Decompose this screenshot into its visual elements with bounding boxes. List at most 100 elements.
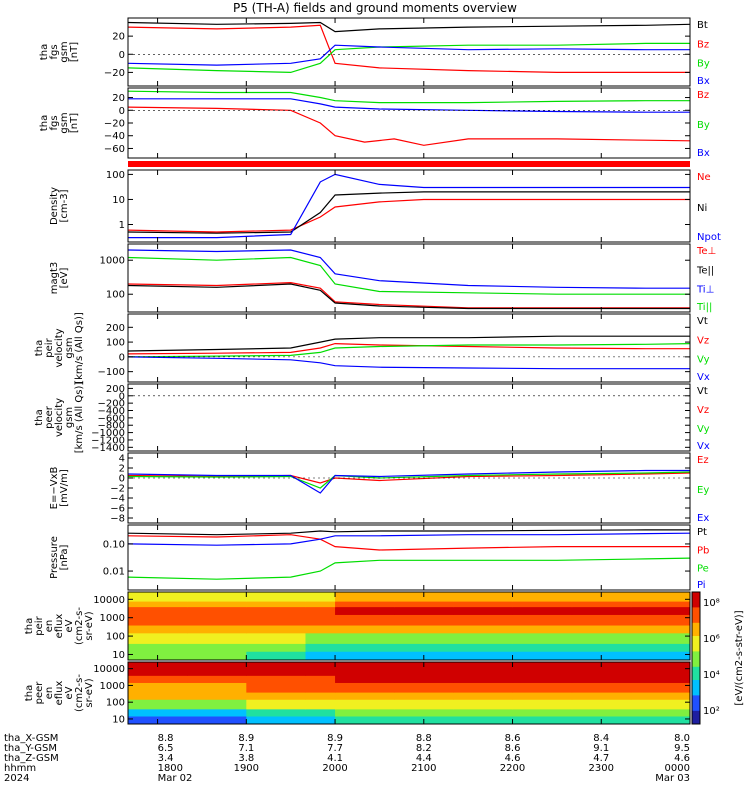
heatmap-cell <box>571 708 632 717</box>
heatmap-cell <box>453 651 514 661</box>
heatmap-cell <box>305 625 336 634</box>
heatmap-cell <box>453 606 514 615</box>
heatmap-cell <box>305 651 336 661</box>
heatmap-cell <box>512 601 573 608</box>
y-tick-label: 20 <box>112 93 125 104</box>
colorbar-tick-label: 10⁴ <box>703 670 720 681</box>
y-axis-label: thapeervelocitygsm[km/s (All Qs)] <box>34 382 85 454</box>
y-tick-label: 10 <box>112 650 125 661</box>
heatmap-cell <box>335 625 395 634</box>
y-tick-label: 100 <box>106 170 125 181</box>
heatmap-cell <box>305 682 336 693</box>
legend-Ti⊥: Ti⊥ <box>696 285 714 296</box>
legend-Vt: Vt <box>697 316 708 327</box>
ephemeris-value: 4.6 <box>505 753 521 764</box>
series-Te⊥ <box>127 281 690 309</box>
y-tick-label: −600 <box>98 413 125 424</box>
colorbar-cell <box>692 715 700 718</box>
heatmap-cell <box>453 708 514 717</box>
ephemeris-value: 8.9 <box>238 733 254 744</box>
heatmap-cell <box>512 625 573 634</box>
heatmap-cell <box>630 643 691 652</box>
heatmap-cell <box>187 670 247 676</box>
heatmap-cell <box>394 699 454 710</box>
heatmap-cell <box>128 708 188 717</box>
heatmap-cell <box>128 643 188 652</box>
colorbar-cell <box>692 666 700 670</box>
colorbar-cell <box>692 710 700 714</box>
quality-strip <box>128 161 690 167</box>
heatmap-cell <box>394 675 454 683</box>
ephemeris-value: 4.6 <box>674 753 690 764</box>
heatmap-cell <box>394 601 454 608</box>
ephemeris-value: 8.2 <box>416 743 432 754</box>
y-axis-label: magt3[eV] <box>49 262 70 295</box>
heatmap-cell <box>571 614 632 626</box>
y-tick-label: 1000 <box>100 256 125 267</box>
colorbar-cell <box>692 660 700 663</box>
panel-frame <box>127 17 691 87</box>
colorbar-cell <box>692 629 700 633</box>
legend-Ey: Ey <box>697 485 709 496</box>
panel-peir_vel: 200 100 0 −100 Vt Vz Vy Vx thapeirvelocitygsm[km… <box>34 312 710 384</box>
y-axis-label: Pressure[nPa] <box>49 536 70 579</box>
ephemeris-value: 9.5 <box>674 743 690 754</box>
series-Bt <box>127 21 691 33</box>
panel-frame <box>127 661 691 725</box>
heatmap-cell <box>305 643 336 652</box>
colorbar-cell <box>692 680 700 683</box>
heatmap-cell <box>187 682 247 693</box>
legend-Ne: Ne <box>697 172 711 183</box>
y-tick-label: 10 <box>112 195 125 206</box>
colorbar-cell <box>692 600 700 604</box>
heatmap-cell <box>335 592 395 602</box>
heatmap-cell <box>246 692 306 700</box>
legend-Vt: Vt <box>697 386 708 397</box>
colorbar-cell <box>692 596 700 600</box>
panel-frame <box>127 452 691 524</box>
heatmap-cell <box>512 651 573 661</box>
y-tick-label: −800 <box>98 421 125 432</box>
series-Pt <box>127 529 690 536</box>
heatmap-cell <box>453 614 514 626</box>
heatmap-cell <box>335 670 395 676</box>
colorbar-cell <box>692 633 700 637</box>
heatmap-cell <box>512 692 573 700</box>
y-axis-label: thapeirenefluxeV(cm2-s-sr-eV) <box>24 607 95 645</box>
colorbar-cell <box>692 642 700 646</box>
colorbar-cell <box>692 636 700 639</box>
legend-Ez: Ez <box>697 455 709 466</box>
colorbar-cell <box>692 704 700 707</box>
ephemeris-value: 2100 <box>411 763 436 774</box>
ephemeris-value: 8.6 <box>505 743 521 754</box>
y-tick-label: −20 <box>104 68 125 79</box>
y-tick-label: 200 <box>106 323 125 334</box>
ephemeris-value: 2200 <box>500 763 525 774</box>
series-Ti⊥ <box>127 249 690 289</box>
heatmap-cell <box>246 625 306 634</box>
heatmap-cell <box>394 632 454 644</box>
legend-Te⊥: Te⊥ <box>696 246 716 257</box>
ephemeris-value: 4.1 <box>327 753 343 764</box>
heatmap-cell <box>305 708 336 717</box>
heatmap-cell <box>246 708 306 717</box>
y-tick-label: 1000 <box>100 681 125 692</box>
y-tick-label: 100 <box>106 290 125 301</box>
heatmap-cell <box>335 708 395 717</box>
colorbar-cell <box>692 644 700 648</box>
colorbar-cell <box>692 682 700 685</box>
heatmap-cell <box>630 592 691 602</box>
colorbar-tick-label: 10² <box>703 706 720 717</box>
heatmap-cell <box>394 606 454 615</box>
series-Bx <box>127 44 690 66</box>
panel-frame <box>127 169 691 243</box>
ephemeris-value: 7.1 <box>238 743 254 754</box>
colorbar-cell <box>692 699 700 703</box>
heatmap-cell <box>453 675 514 683</box>
heatmap-cell <box>187 643 247 652</box>
legend-Pi: Pi <box>697 580 706 591</box>
y-tick-label: −60 <box>104 144 125 155</box>
colorbar-cell <box>692 607 700 611</box>
ephemeris-name: tha_X-GSM <box>4 733 58 744</box>
ephemeris-value: 3.8 <box>238 753 254 764</box>
